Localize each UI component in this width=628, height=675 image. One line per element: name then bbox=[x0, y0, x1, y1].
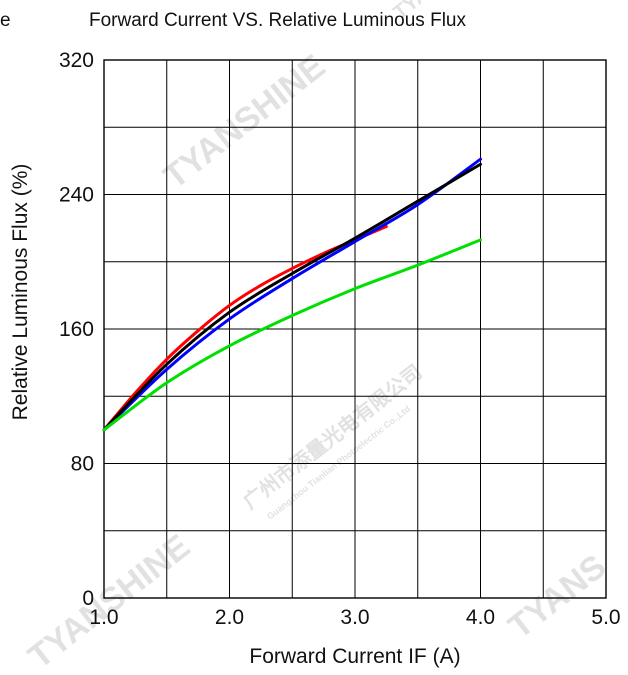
series-line-3 bbox=[102, 162, 482, 432]
watermark-text: TYANSHINE bbox=[157, 47, 333, 196]
y-tick-label: 0 bbox=[82, 587, 94, 610]
title-prefix: e bbox=[0, 10, 11, 31]
x-tick-label: 2.0 bbox=[215, 606, 244, 629]
x-tick-labels: 1.0 2.0 3.0 4.0 5.0 bbox=[89, 606, 620, 629]
y-tick-label: 80 bbox=[71, 453, 94, 476]
y-tick-labels: 0 80 160 240 320 bbox=[59, 49, 94, 610]
series-line-4 bbox=[102, 238, 482, 432]
watermark-text: TYANSHINE bbox=[22, 527, 198, 675]
x-tick-label: 5.0 bbox=[591, 606, 620, 629]
y-tick-label: 160 bbox=[59, 318, 94, 341]
watermark-text: 广州市添量光电有限公司 bbox=[238, 360, 426, 514]
series-line-2 bbox=[102, 157, 482, 432]
y-tick-label: 240 bbox=[59, 184, 94, 207]
watermark-text: TYANS bbox=[502, 547, 614, 646]
grid bbox=[104, 60, 606, 598]
x-axis-label: Forward Current IF (A) bbox=[249, 645, 460, 668]
plot-frame bbox=[103, 59, 607, 599]
y-axis-label: Relative Luminous Flux (%) bbox=[9, 164, 32, 421]
x-tick-label: 1.0 bbox=[89, 606, 118, 629]
series-group bbox=[102, 157, 482, 432]
series-line-1 bbox=[102, 224, 388, 432]
x-tick-label: 3.0 bbox=[340, 606, 369, 629]
chart-title: Forward Current VS. Relative Luminous Fl… bbox=[89, 10, 466, 31]
y-tick-label: 320 bbox=[59, 49, 94, 72]
x-tick-label: 4.0 bbox=[466, 606, 495, 629]
watermark-layer: TYANSHINE TYANSHINE TYANSHINE 广州市添量光电有限公… bbox=[22, 0, 614, 675]
